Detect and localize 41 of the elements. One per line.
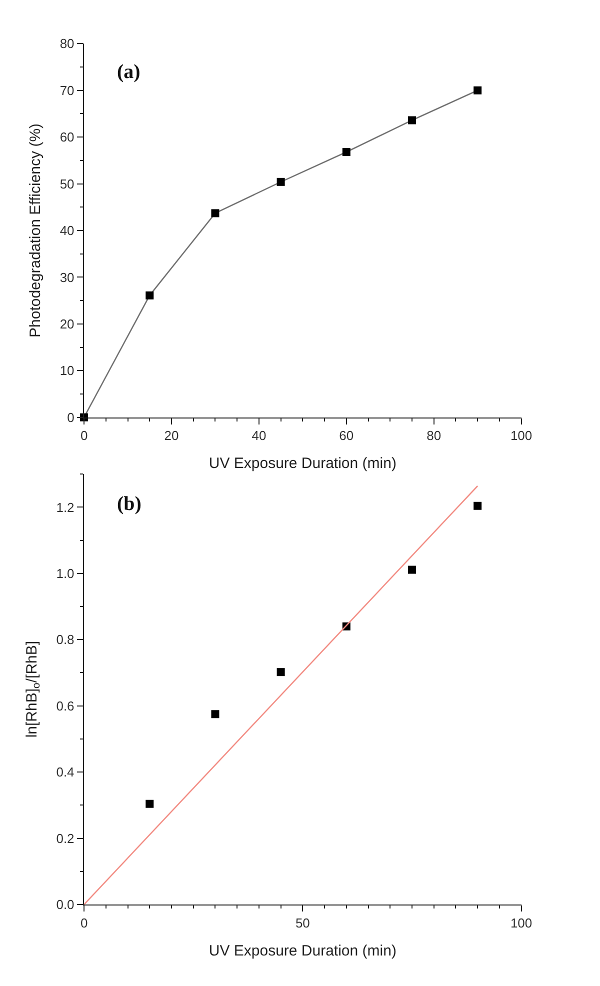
point — [276, 668, 285, 676]
annotation: (a) — [117, 61, 140, 83]
x-tick-label: 60 — [339, 428, 354, 444]
y-tick-label: 30 — [60, 270, 74, 285]
annotation: (b) — [117, 493, 142, 515]
x-tick-label: 40 — [252, 428, 266, 444]
y-tick-label: 1.2 — [56, 500, 74, 515]
x-tick-label: 50 — [295, 915, 310, 930]
x-axis-title: UV Exposure Duration (min) — [208, 942, 396, 960]
y-tick-label: 1.0 — [56, 566, 74, 581]
point — [408, 566, 416, 574]
x-tick-label: 100 — [510, 915, 532, 930]
y-tick-label: 50 — [60, 176, 74, 192]
point — [276, 178, 285, 186]
point — [474, 86, 482, 94]
y-tick-label: 0.6 — [56, 698, 74, 714]
point — [408, 116, 416, 124]
y-tick-label: 0 — [67, 410, 74, 425]
y-axis-title: Photodegradation Efficiency (%) — [27, 123, 44, 338]
point — [146, 291, 154, 300]
y-tick-label: 20 — [60, 316, 74, 332]
y-tick-label: 0.8 — [56, 632, 74, 648]
point — [474, 502, 482, 510]
y-tick-label: 0.2 — [56, 830, 74, 846]
y-tick-label: 0.0 — [56, 897, 74, 912]
y-tick-label: 60 — [60, 130, 74, 145]
x-tick-label: 100 — [510, 428, 532, 444]
point — [146, 800, 154, 808]
x-axis-title: UV Exposure Duration (min) — [208, 455, 396, 472]
x-tick-label: 0 — [80, 428, 88, 444]
point — [342, 148, 350, 156]
x-tick-label: 0 — [80, 915, 88, 930]
point — [211, 209, 220, 218]
point — [211, 710, 220, 718]
y-tick-label: 70 — [60, 82, 74, 98]
y-tick-label: 10 — [60, 363, 74, 378]
y-tick-label: 40 — [60, 223, 74, 238]
y-tick-label: 0.4 — [56, 764, 74, 780]
y-tick-label: 80 — [60, 36, 74, 52]
x-tick-label: 80 — [426, 428, 442, 444]
x-tick-label: 20 — [164, 428, 179, 444]
